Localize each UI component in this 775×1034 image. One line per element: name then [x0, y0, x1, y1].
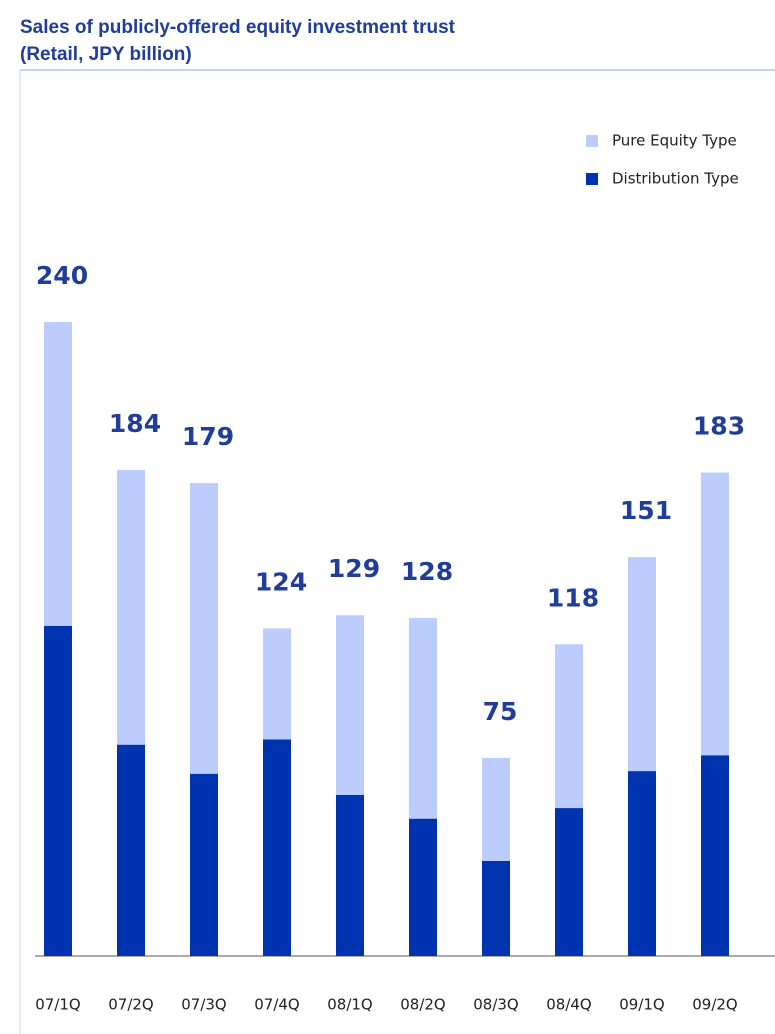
legend-label: Distribution Type: [612, 170, 739, 188]
bar-segment: [190, 483, 218, 774]
total-label: 75: [483, 697, 518, 726]
chart-subtitle: (Retail, JPY billion): [20, 44, 192, 65]
x-tick-label: 07/4Q: [254, 996, 300, 1014]
x-tick-label: 09/1Q: [619, 996, 665, 1014]
x-tick-label: 07/3Q: [181, 996, 227, 1014]
x-tick-label: 08/4Q: [546, 996, 592, 1014]
bar-segment: [701, 472, 729, 756]
total-label: 151: [620, 496, 672, 525]
legend-label: Pure Equity Type: [612, 132, 737, 150]
x-tick-label: 08/2Q: [400, 996, 446, 1014]
x-tick-label: 09/2Q: [692, 996, 738, 1014]
bar-segment: [336, 794, 364, 956]
bar-segment: [117, 744, 145, 956]
total-label: 129: [328, 554, 380, 583]
bar-segment: [409, 818, 437, 956]
legend-swatch: [586, 173, 598, 185]
total-label: 124: [255, 567, 307, 596]
bar-segment: [628, 771, 656, 956]
x-tick-label: 07/2Q: [108, 996, 154, 1014]
chart-title: Sales of publicly-offered equity investm…: [20, 17, 456, 38]
x-tick-label: 08/3Q: [473, 996, 519, 1014]
bar-segment: [628, 557, 656, 772]
x-tick-label: 08/1Q: [327, 996, 373, 1014]
total-label: 179: [182, 422, 234, 451]
x-tick-label: 07/1Q: [35, 996, 81, 1014]
total-label: 183: [693, 412, 745, 441]
total-label: 128: [401, 557, 453, 586]
bar-segment: [701, 755, 729, 956]
total-label: 118: [547, 583, 599, 612]
legend-swatch: [586, 135, 598, 147]
bar-segment: [336, 615, 364, 795]
bar-segment: [263, 739, 291, 956]
total-label: 184: [109, 409, 161, 438]
bar-segment: [482, 860, 510, 956]
bar-segment: [263, 628, 291, 740]
bar-segment: [482, 757, 510, 861]
bar-segment: [409, 617, 437, 819]
bar-segment: [555, 808, 583, 956]
bar-segment: [555, 644, 583, 809]
bar-segment: [117, 469, 145, 745]
total-label: 240: [36, 261, 88, 290]
bar-segment: [44, 322, 72, 626]
bar-segment: [44, 625, 72, 956]
bar-segment: [190, 773, 218, 956]
